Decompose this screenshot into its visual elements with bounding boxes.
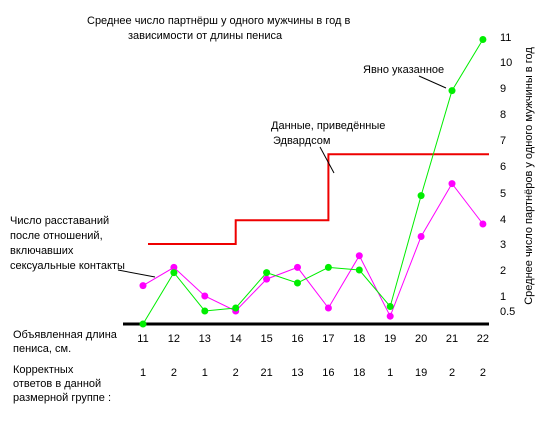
count-value: 2 [480,367,486,379]
count-value: 2 [233,367,239,379]
plot-area [139,36,489,328]
series-point-green [479,36,487,43]
count-values: 1 2 1 2 21 13 16 18 1 19 2 2 [140,367,486,379]
x-tick-label: 21 [446,333,458,345]
y-tick-labels: 0.5 1 2 3 4 5 6 7 8 9 10 11 [500,32,515,318]
breakups-annotation-line-1: Число расставаний [10,215,109,227]
x-tick-label: 13 [199,333,211,345]
series-point-green [232,304,240,312]
y-axis-label: Среднее число партнёров у одного мужчины… [523,47,535,305]
series-point-green [170,269,178,277]
y-tick-label: 3 [500,239,506,251]
counts-label-line-1: Корректных [13,364,74,376]
count-value: 18 [353,367,365,379]
chart-title-line-2: зависимости от длины пениса [128,30,283,42]
y-tick-label: 8 [500,109,506,121]
y-tick-label: 5 [500,188,506,200]
series-point-green [448,87,456,95]
x-tick-label: 18 [353,333,365,345]
x-tick-label: 12 [168,333,180,345]
y-tick-label: 4 [500,214,506,226]
green-series-annotation: Явно указанное [363,64,444,76]
series-point-magenta [479,220,487,228]
x-tick-labels: 11 12 13 14 15 16 17 18 19 20 21 22 [137,333,489,345]
count-value: 1 [202,367,208,379]
edwards-annotation-line-1: Данные, приведённые [271,120,385,132]
x-tick-label: 14 [230,333,242,345]
x-tick-label: 19 [384,333,396,345]
green-annotation-leader [418,75,447,89]
series-point-green [355,266,363,274]
series-point-magenta [139,282,147,290]
y-tick-label: 9 [500,83,506,95]
x-tick-label: 20 [415,333,427,345]
y-tick-label: 6 [500,161,506,173]
x-tick-label: 17 [322,333,334,345]
y-tick-label: 2 [500,265,506,277]
y-tick-label: 1 [500,291,506,303]
series-point-green [294,279,301,287]
series-point-green [201,307,209,315]
series-point-magenta [263,275,271,283]
y-tick-label: 11 [500,32,511,44]
x-tick-label: 16 [291,333,303,345]
series-point-magenta [417,233,425,240]
y-tick-label: 7 [500,135,506,147]
series-point-green [386,303,394,310]
series-point-magenta [355,252,363,260]
x-tick-label: 15 [260,333,272,345]
edwards-annotation-leader [319,146,335,174]
count-value: 1 [140,367,146,379]
series-point-magenta [201,292,209,300]
x-tick-label: 22 [477,333,489,345]
count-value: 19 [415,367,427,379]
series-point-green [417,192,425,200]
count-value: 2 [171,367,177,379]
count-value: 1 [387,367,393,379]
x-tick-label: 11 [137,333,148,345]
series-point-green [263,269,271,277]
breakups-annotation-leader [117,269,156,278]
count-value: 13 [291,367,303,379]
count-value: 16 [322,367,334,379]
series-point-magenta [170,263,178,271]
y-tick-label: 0.5 [500,306,515,318]
edwards-annotation-line-2: Эдвардсом [273,135,330,147]
series-line-green [142,39,484,325]
series-point-magenta [324,304,332,312]
breakups-annotation-line-2: после отношений, [10,230,103,242]
counts-label-line-2: ответов в данной [13,378,101,390]
series-line-magenta [142,182,484,318]
series-point-green [324,263,332,271]
x-row-label-line-1: Объявленная длина [13,329,118,341]
series-point-magenta [448,180,456,188]
y-tick-label: 10 [500,57,512,69]
series-line-edwards [148,153,489,245]
series-point-green [139,320,147,328]
breakups-annotation-line-3: включавших [10,245,74,257]
series-point-magenta [294,263,301,271]
x-row-label-line-2: пениса, см. [13,343,71,355]
breakups-annotation-line-4: сексуальные контакты [10,260,125,272]
series-point-magenta [386,312,394,320]
chart-title-line-1: Среднее число партнёрш у одного мужчины … [87,15,350,27]
counts-label-line-3: размерной группе : [13,392,111,404]
count-value: 2 [449,367,455,379]
count-value: 21 [260,367,272,379]
